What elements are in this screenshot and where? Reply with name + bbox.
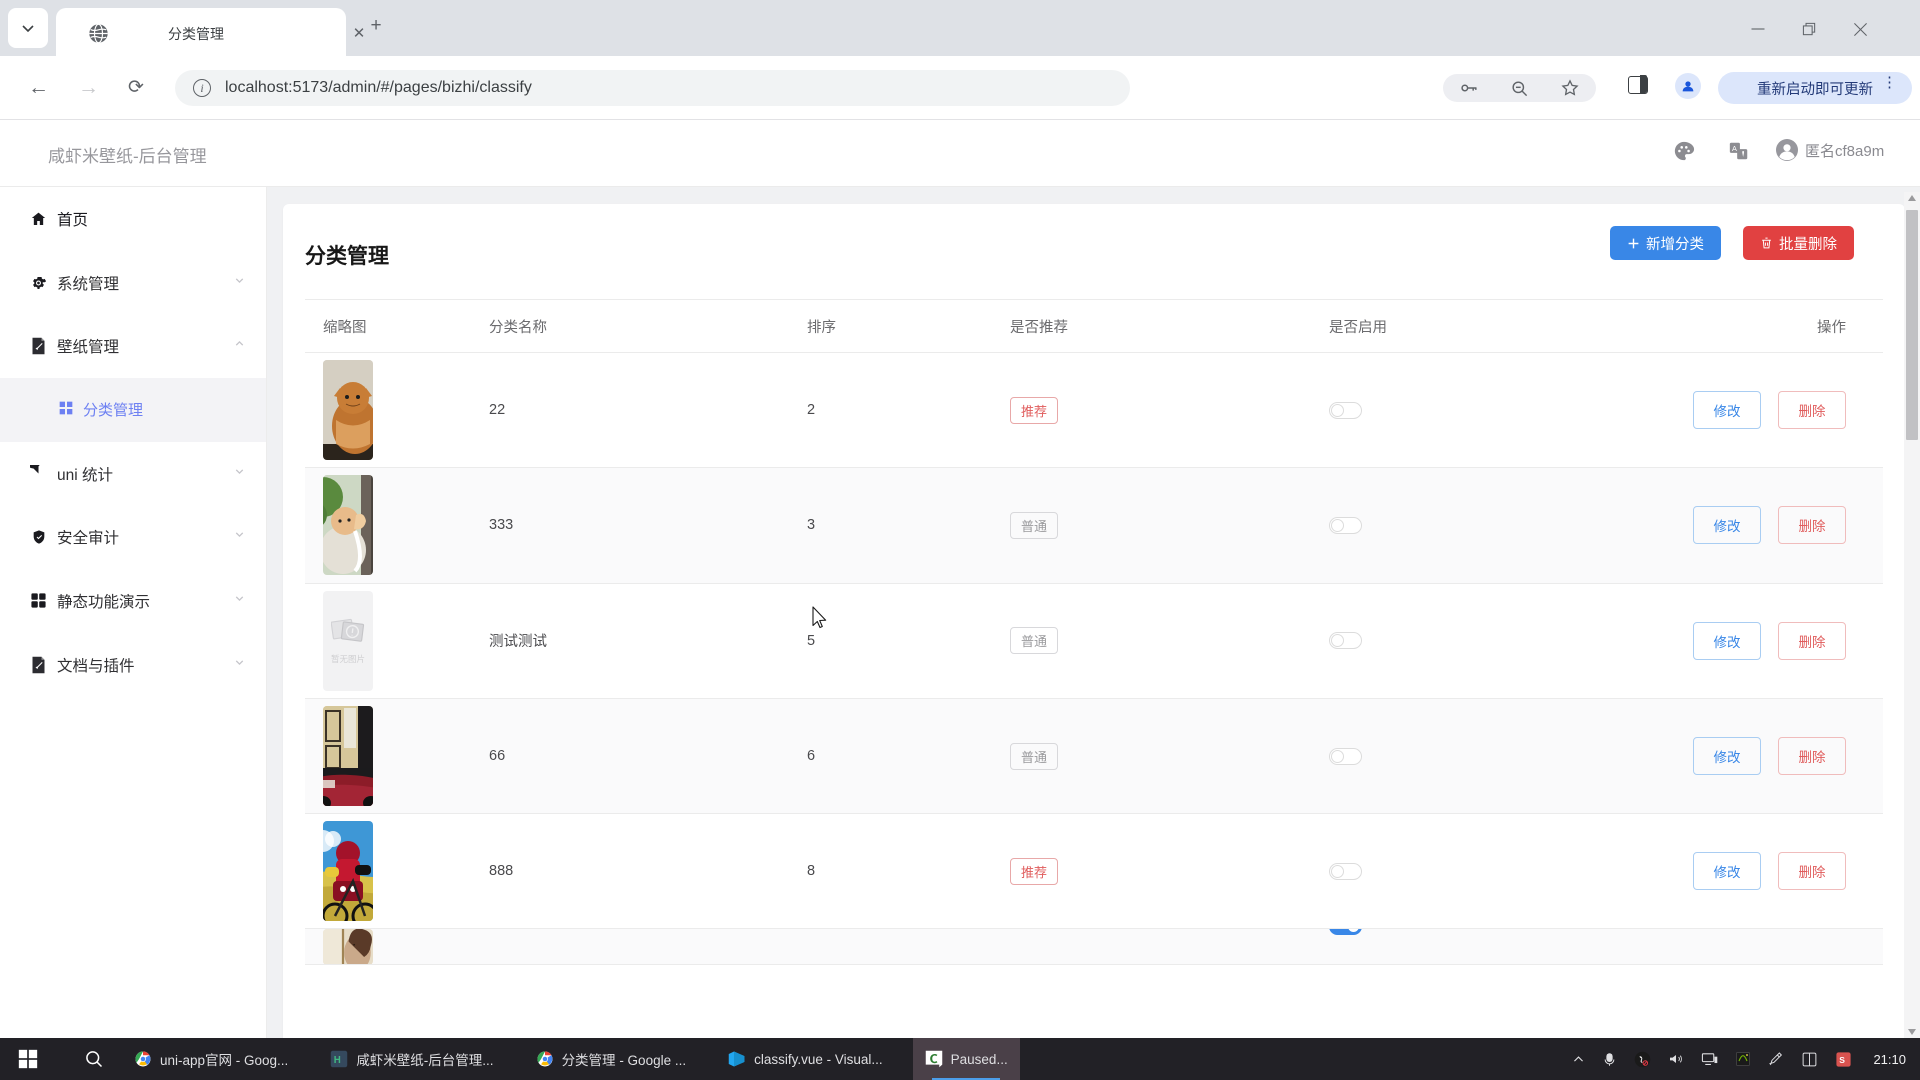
- svg-text:S: S: [1840, 1055, 1846, 1065]
- svg-text:A: A: [1732, 144, 1737, 153]
- svg-text:H: H: [334, 1055, 341, 1066]
